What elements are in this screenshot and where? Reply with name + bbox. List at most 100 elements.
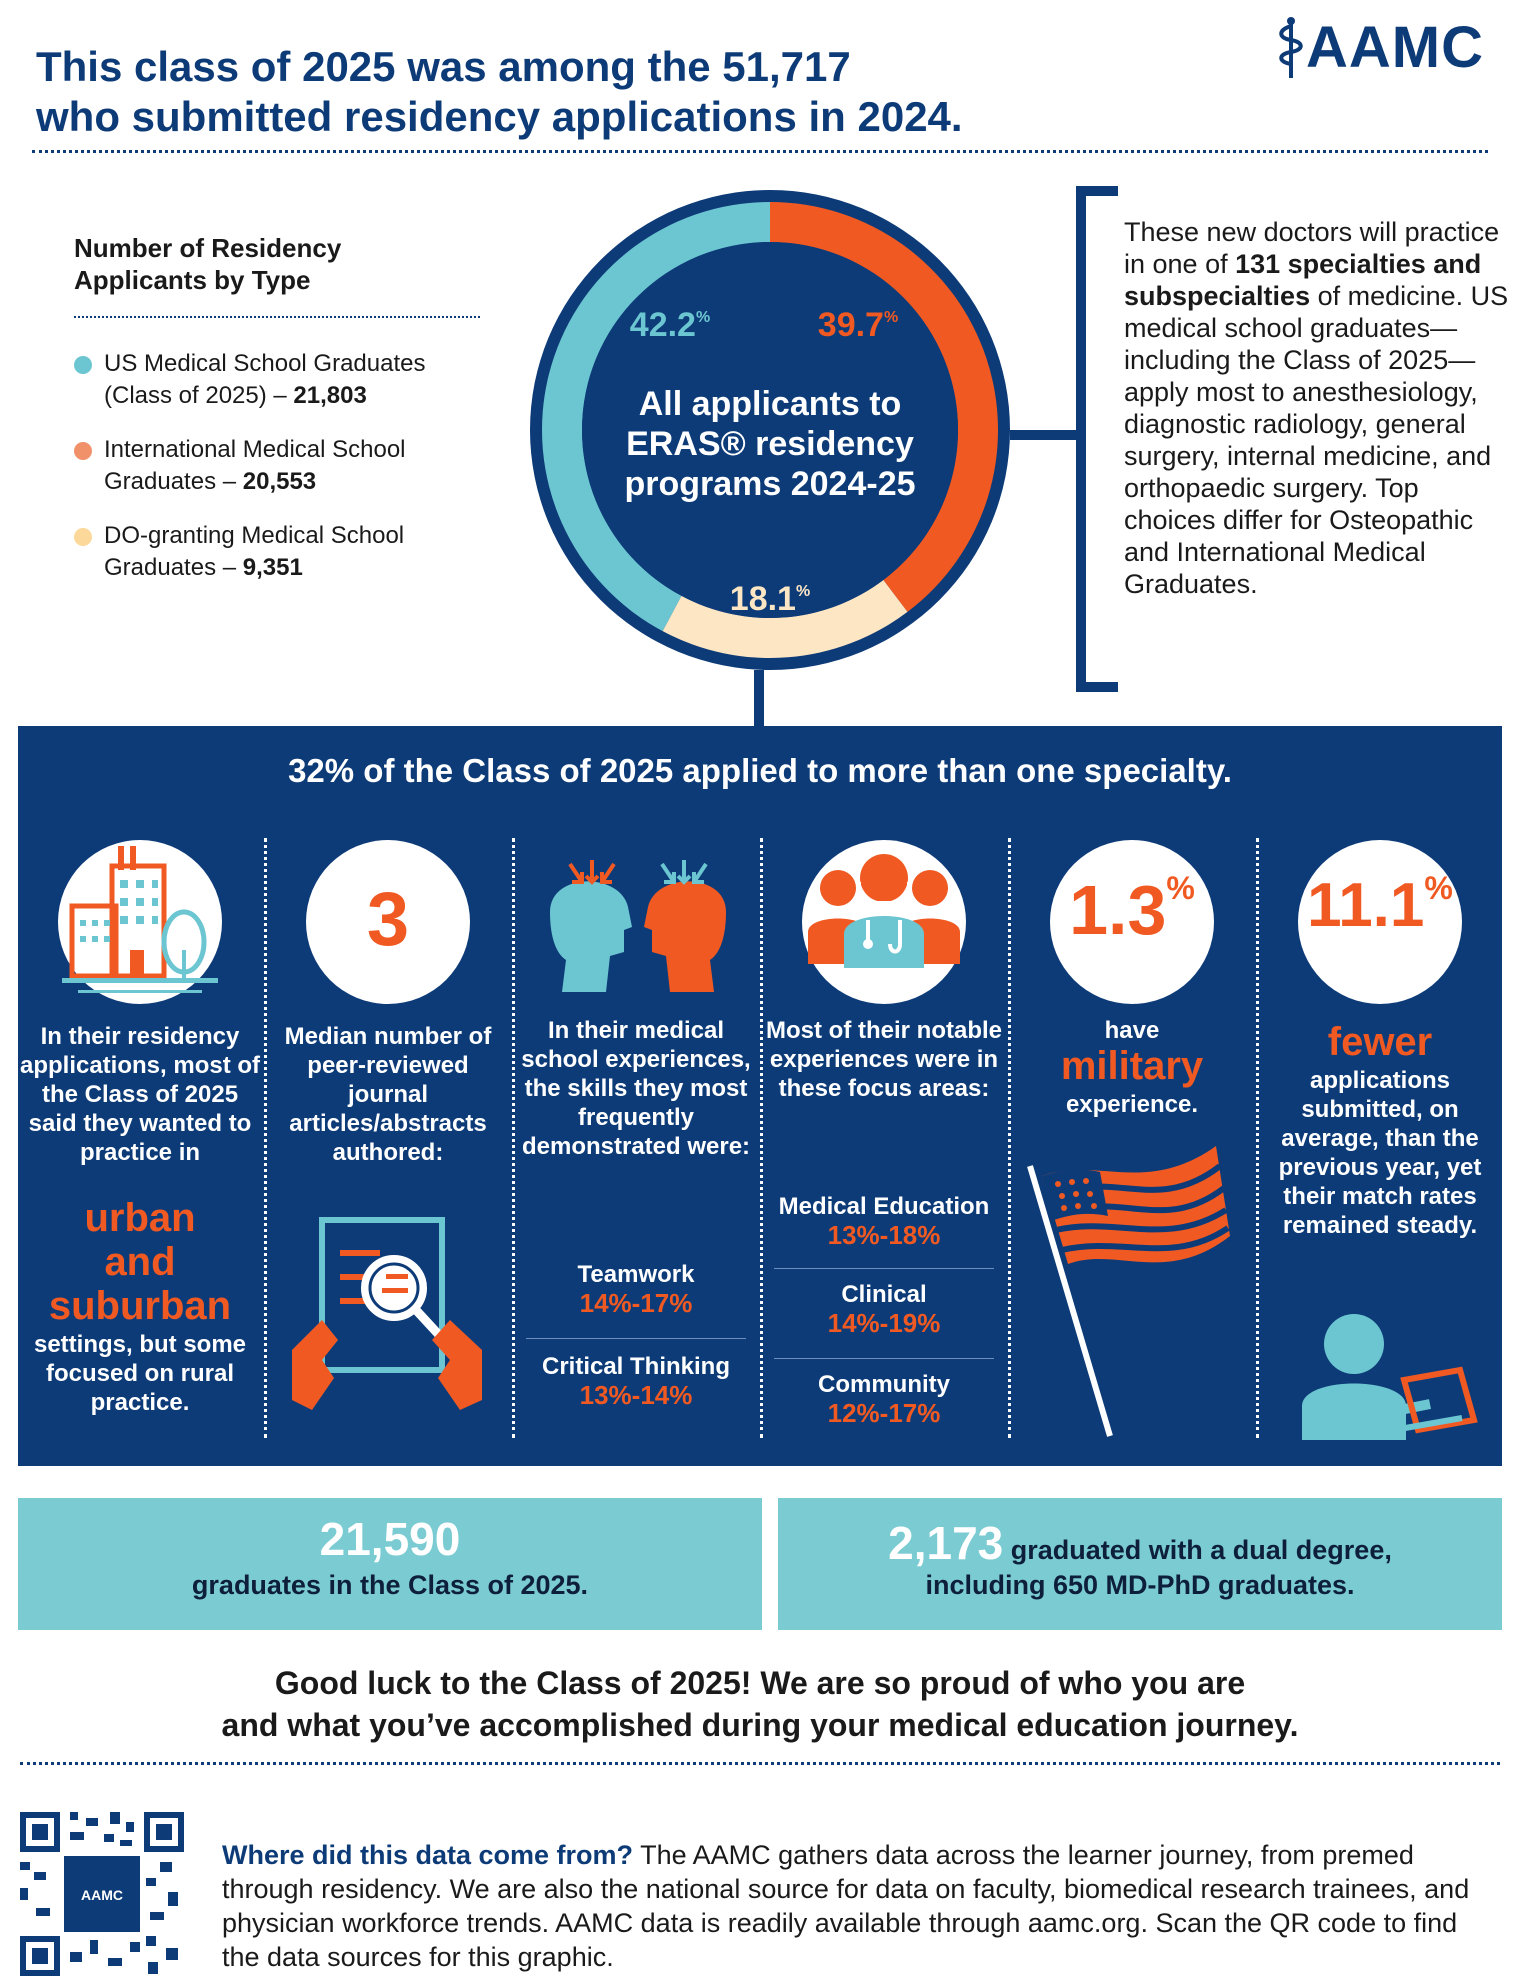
dual-degree-box: 2,173 graduated with a dual degree, incl… <box>778 1498 1502 1630</box>
page-title: This class of 2025 was among the 51,717 … <box>36 42 1036 142</box>
graduates-box: 21,590 graduates in the Class of 2025. <box>18 1498 762 1630</box>
military-stat-circle: 1.3% <box>1050 840 1214 1004</box>
band-title: 32% of the Class of 2025 applied to more… <box>288 752 1232 789</box>
legend-title: Number of Residency Applicants by Type <box>74 232 341 296</box>
doctors-icon <box>808 854 960 968</box>
legend-dot-icon <box>74 528 92 546</box>
column-military: 1.3% have military experience. <box>1008 840 1256 1440</box>
legend-value: 21,803 <box>293 382 367 409</box>
column-focus-areas: Most of their notable experiences were i… <box>760 840 1008 1440</box>
logo-text: AAMC <box>1306 15 1484 80</box>
flag-icon <box>1027 1146 1230 1437</box>
legend-label: Graduates – <box>104 468 243 495</box>
column-practice-setting: In their residency applications, most of… <box>16 840 264 1440</box>
applications-stat-circle: 11.1% <box>1298 840 1462 1004</box>
skill-divider <box>526 1338 746 1339</box>
graduates-label: graduates in the Class of 2025. <box>191 1570 589 1600</box>
heads-icon <box>550 860 726 992</box>
qr-code[interactable]: AAMC <box>20 1812 184 1976</box>
legend-dot-icon <box>74 356 92 374</box>
column-publications: 3 Median number of peer-reviewed journal… <box>264 840 512 1440</box>
donut-title-line-2: ERAS® residency <box>626 425 914 463</box>
donut-label-us: 42.2% <box>630 306 710 344</box>
legend-title-line-2: Applicants by Type <box>74 265 311 295</box>
column-divider <box>512 838 515 1438</box>
focus-item-community: Community 12%-17% <box>818 1371 950 1428</box>
applications-text: applications submitted, on average, than… <box>1278 1067 1482 1239</box>
donut-slice-do <box>662 579 908 658</box>
legend-label: Graduates – <box>104 554 243 581</box>
donut-title-line-3: programs 2024-25 <box>624 465 915 503</box>
donut-label-do: 18.1% <box>730 580 810 618</box>
legend-divider <box>74 316 480 318</box>
bracket-bottom <box>1076 682 1118 692</box>
legend-value: 20,553 <box>242 468 317 495</box>
student-tablet-icon <box>1302 1314 1478 1440</box>
publications-text: Median number of peer-reviewed journal a… <box>284 1023 492 1166</box>
applications-stat: 11.1% <box>1307 870 1453 940</box>
dual-degree-line-2: including 650 MD-PhD graduates. <box>925 1570 1355 1600</box>
title-line-2: who submitted residency applications in … <box>36 93 963 140</box>
legend-value: 9,351 <box>242 554 303 581</box>
focus-areas-text: Most of their notable experiences were i… <box>766 1017 1002 1102</box>
legend-dot-icon <box>74 442 92 460</box>
military-text-bottom: experience. <box>1065 1091 1199 1118</box>
footer-text: Where did this data come from? The AAMC … <box>222 1840 1470 1972</box>
focus-item-clinical: Clinical 14%-19% <box>827 1281 941 1338</box>
skill-item-teamwork: Teamwork 14%-17% <box>577 1261 695 1318</box>
donut-stem <box>754 670 764 728</box>
city-icon-circle <box>58 840 222 1004</box>
legend-label: International Medical School <box>104 436 406 463</box>
document-magnifier-icon <box>292 1217 482 1410</box>
footer-question: Where did this data come from? <box>222 1840 634 1870</box>
specialties-description: These new doctors will practice in one o… <box>1124 217 1509 599</box>
practice-setting-highlight: urban and suburban <box>48 1196 232 1328</box>
legend-item-us: US Medical School Graduates (Class of 20… <box>74 348 474 412</box>
graduates-count: 21,590 <box>319 1513 461 1565</box>
focus-divider <box>774 1358 994 1359</box>
aamc-logo[interactable]: AAMC <box>1276 14 1484 81</box>
column-applications: 11.1% fewer applications submitted, on a… <box>1256 840 1504 1440</box>
header-divider <box>32 150 1488 153</box>
donut-center <box>582 242 958 618</box>
qr-label: AAMC <box>81 1887 123 1903</box>
legend-item-international: International Medical School Graduates –… <box>74 434 474 498</box>
practice-setting-text-bottom: settings, but some focused on rural prac… <box>33 1331 247 1416</box>
donut-title-line-1: All applicants to <box>639 385 902 423</box>
closing-message: Good luck to the Class of 2025! We are s… <box>221 1665 1299 1743</box>
focus-item-medical-education: Medical Education 13%-18% <box>778 1193 990 1250</box>
applications-highlight: fewer <box>1327 1020 1433 1064</box>
column-divider <box>1256 838 1259 1438</box>
military-highlight: military <box>1060 1044 1204 1088</box>
footer-divider <box>20 1762 1500 1765</box>
bracket-top <box>1076 186 1118 196</box>
column-divider <box>264 838 267 1438</box>
caduceus-icon <box>1279 16 1303 78</box>
donut-slice-us <box>542 202 770 632</box>
legend-title-line-1: Number of Residency <box>74 233 342 263</box>
title-line-1: This class of 2025 was among the 51,717 <box>36 43 851 90</box>
skills-text: In their medical school experiences, the… <box>521 1017 751 1160</box>
focus-divider <box>774 1268 994 1269</box>
skill-item-critical-thinking: Critical Thinking 13%-14% <box>541 1353 730 1410</box>
donut-slice-international <box>770 202 998 612</box>
connector-line <box>1010 430 1076 440</box>
legend-label: US Medical School Graduates <box>104 350 426 377</box>
column-divider <box>760 838 763 1438</box>
legend-label: DO-granting Medical School <box>104 522 405 549</box>
military-text-top: have <box>1104 1017 1160 1044</box>
bracket-vertical <box>1076 186 1086 692</box>
doctors-icon-circle <box>802 840 966 1004</box>
legend-item-do: DO-granting Medical School Graduates – 9… <box>74 520 474 584</box>
dual-degree-line-1: 2,173 graduated with a dual degree, <box>888 1517 1392 1569</box>
donut-label-international: 39.7% <box>818 306 898 344</box>
applicants-donut-chart: 42.2% 39.7% 18.1% All applicants to ERAS… <box>530 190 1010 670</box>
publications-stat: 3 <box>366 877 410 962</box>
column-skills: In their medical school experiences, the… <box>512 840 760 1440</box>
legend-label: (Class of 2025) – <box>104 382 294 409</box>
military-stat: 1.3% <box>1069 870 1195 949</box>
city-icon <box>62 846 218 993</box>
practice-setting-text-top: In their residency applications, most of… <box>19 1023 261 1166</box>
publications-stat-circle: 3 <box>306 840 470 1004</box>
column-divider <box>1008 838 1011 1438</box>
